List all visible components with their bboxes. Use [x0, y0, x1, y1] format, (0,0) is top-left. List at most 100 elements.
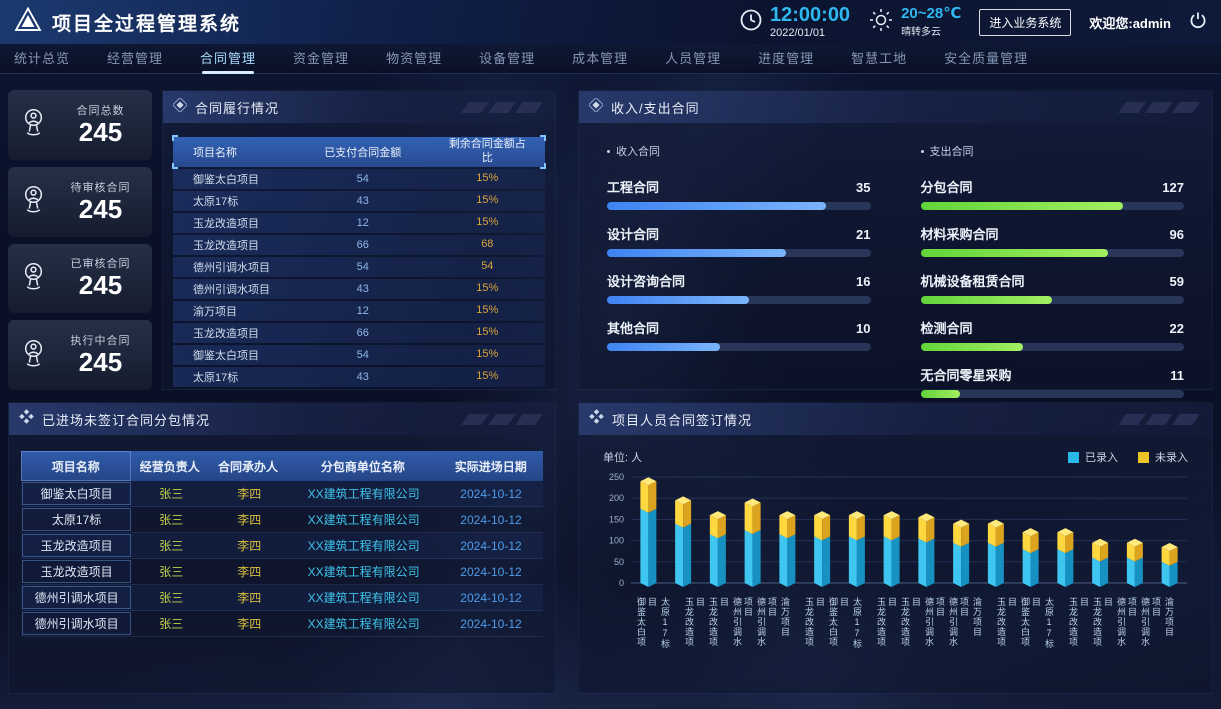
contract-person-icon	[20, 261, 47, 296]
cell-paid-amount: 54	[296, 261, 430, 273]
nav-tab[interactable]: 设备管理	[479, 44, 535, 74]
cell-remaining-pct: 15%	[430, 172, 545, 186]
table-row: 玉龙改造项目张三李四XX建筑工程有限公司2024-10-12	[21, 533, 543, 559]
cell-remaining-pct: 15%	[430, 348, 545, 362]
income-subtitle: 收入合同	[607, 143, 871, 159]
x-axis-label: 渝万项目	[971, 597, 995, 651]
stat-info: 待审核合同245	[57, 179, 144, 225]
bar-value: 22	[1170, 321, 1184, 336]
bar-fill	[921, 296, 1053, 304]
nav-tab[interactable]: 安全质量管理	[944, 44, 1028, 74]
nav-tab[interactable]: 统计总览	[14, 44, 70, 74]
x-axis-label: 渝万项目	[1163, 597, 1187, 651]
bar-item-top: 分包合同127	[921, 177, 1185, 196]
bar-item-top: 检测合同22	[921, 318, 1185, 337]
dashboard-main: 合同总数245待审核合同245已审核合同245执行中合同245 合同履行情况 项…	[0, 74, 1221, 694]
cell-handler: 李四	[210, 533, 288, 558]
cell-paid-amount: 43	[296, 195, 430, 207]
legend-item-recorded[interactable]: 已录入	[1068, 449, 1118, 465]
bar-item-top: 材料采购合同96	[921, 224, 1185, 243]
cell-manager: 张三	[132, 585, 210, 610]
bar-track	[607, 202, 871, 210]
power-icon[interactable]	[1189, 11, 1207, 34]
subcontract-table: 项目名称 经营负责人 合同承办人 分包商单位名称 实际进场日期 御鉴太白项目张三…	[21, 451, 543, 637]
x-axis-label: 玉龙改造项目	[875, 597, 899, 651]
expense-bar-list: 分包合同127材料采购合同96机械设备租赁合同59检测合同22无合同零星采购11	[921, 177, 1185, 398]
bar-track	[607, 249, 871, 257]
panel-personnel-contracts: 项目人员合同签订情况 单位: 人 已录入 未录入 050100150200250	[578, 402, 1213, 694]
stat-value: 245	[57, 271, 144, 301]
bar-label: 材料采购合同	[921, 224, 999, 243]
contract-person-icon	[20, 184, 47, 219]
table-row: 御鉴太白项目张三李四XX建筑工程有限公司2024-10-12	[21, 481, 543, 507]
nav-tab[interactable]: 合同管理	[200, 44, 256, 74]
nav-tab[interactable]: 资金管理	[293, 44, 349, 74]
panel-title: 项目人员合同签订情况	[612, 410, 752, 429]
x-axis-label: 太原17标	[851, 597, 875, 651]
bar-label: 设计咨询合同	[607, 271, 685, 290]
cell-entry-date: 2024-10-12	[439, 507, 543, 532]
stat-info: 合同总数245	[57, 102, 144, 148]
nav-tab[interactable]: 智慧工地	[851, 44, 907, 74]
bar-item-top: 无合同零星采购11	[921, 365, 1185, 384]
x-axis-label: 玉龙改造项目	[803, 597, 827, 651]
income-column: 收入合同 工程合同35设计合同21设计咨询合同16其他合同10	[607, 143, 871, 412]
bar-item-top: 设计合同21	[607, 224, 871, 243]
bar-value: 59	[1170, 274, 1184, 289]
contract-performance-table: 项目名称 已支付合同金额 剩余合同金额占比 御鉴太白项目5415%太原17标43…	[173, 137, 545, 387]
x-axis-label: 御鉴太白项目	[1019, 597, 1043, 651]
cell-project-name: 御鉴太白项目	[173, 171, 296, 187]
stat-label: 待审核合同	[57, 179, 144, 195]
main-nav: 统计总览 经营管理 合同管理 资金管理 物资管理 设备管理 成本管理 人员管理 进度管理 智慧工地…	[0, 44, 1221, 74]
panel-title: 已进场未签订合同分包情况	[42, 410, 210, 429]
column-header: 剩余合同金额占比	[430, 138, 545, 166]
bar-fill	[921, 343, 1024, 351]
stat-card: 已审核合同245	[8, 244, 152, 314]
bar-track	[921, 296, 1185, 304]
bar-fill	[921, 202, 1124, 210]
legend-item-unrecorded[interactable]: 未录入	[1138, 449, 1188, 465]
x-axis-label: 德州引调水项目	[1115, 597, 1139, 651]
cell-project-name: 玉龙改造项目	[173, 325, 296, 341]
bar-value: 127	[1162, 180, 1184, 195]
cell-remaining-pct: 15%	[430, 216, 545, 230]
cell-remaining-pct: 68	[430, 238, 545, 252]
clock-icon	[739, 8, 763, 37]
cell-remaining-pct: 15%	[430, 370, 545, 384]
expense-column: 支出合同 分包合同127材料采购合同96机械设备租赁合同59检测合同22无合同零…	[921, 143, 1185, 412]
cell-entry-date: 2024-10-12	[439, 585, 543, 610]
panel-income-expense-header: 收入/支出合同	[579, 91, 1212, 123]
expense-subtitle: 支出合同	[921, 143, 1185, 159]
nav-tab[interactable]: 物资管理	[386, 44, 442, 74]
cell-company: XX建筑工程有限公司	[288, 585, 439, 610]
svg-text:50: 50	[614, 557, 624, 567]
bar-item-top: 工程合同 35	[607, 177, 871, 196]
nav-tab[interactable]: 人员管理	[665, 44, 721, 74]
contract-bar-item: 工程合同 35	[607, 177, 871, 210]
cell-manager: 张三	[132, 611, 210, 636]
stat-card: 待审核合同245	[8, 167, 152, 237]
bar-fill	[607, 249, 786, 257]
nav-tab[interactable]: 成本管理	[572, 44, 628, 74]
header-slash-decoration	[1122, 414, 1202, 425]
cell-handler: 李四	[210, 585, 288, 610]
x-axis-label: 德州引调水项目	[947, 597, 971, 651]
column-header: 实际进场日期	[439, 451, 543, 481]
stat-cards: 合同总数245待审核合同245已审核合同245执行中合同245	[8, 90, 152, 390]
table-row: 太原17标4315%	[173, 191, 545, 211]
sun-icon	[868, 7, 894, 38]
bar-label: 设计合同	[607, 224, 659, 243]
enter-business-system-button[interactable]: 进入业务系统	[979, 9, 1071, 36]
app-title: 项目全过程管理系统	[52, 9, 241, 36]
weather-block: 20~28℃ 晴转多云	[868, 6, 961, 38]
svg-text:200: 200	[609, 493, 624, 503]
cell-project-name: 太原17标	[173, 193, 296, 209]
nav-tab[interactable]: 进度管理	[758, 44, 814, 74]
bar-label: 工程合同	[607, 177, 659, 196]
column-header: 合同承办人	[209, 451, 287, 481]
panel-contract-performance: 合同履行情况 项目名称 已支付合同金额 剩余合同金额占比 御鉴太白项目5415%…	[162, 90, 556, 390]
cell-project-name: 御鉴太白项目	[173, 347, 296, 363]
panel-title-icon	[173, 98, 187, 117]
nav-tab[interactable]: 经营管理	[107, 44, 163, 74]
bar-value: 35	[856, 180, 870, 195]
